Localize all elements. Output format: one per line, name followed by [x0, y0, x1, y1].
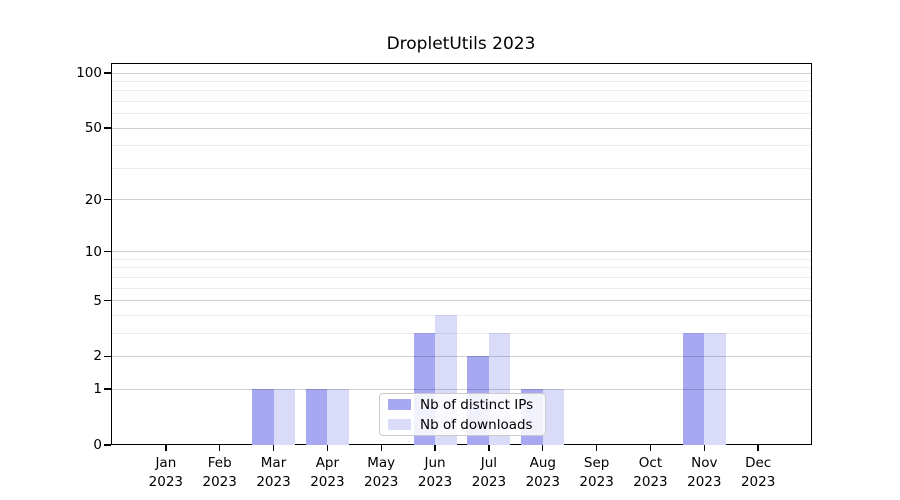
- legend-swatch-distinct-ips: [388, 399, 411, 410]
- x-tick: [542, 445, 544, 451]
- x-tick-label: Jun 2023: [417, 455, 453, 490]
- y-tick: [104, 444, 111, 446]
- x-tick: [272, 445, 275, 451]
- chart-title: DropletUtils 2023: [386, 34, 536, 54]
- x-tick-label: Jan 2023: [148, 455, 184, 490]
- legend-item-downloads: Nb of downloads: [388, 416, 545, 434]
- bars-layer: [112, 64, 811, 445]
- x-tick: [757, 445, 759, 451]
- y-tick: [104, 127, 111, 129]
- plot-area: 0 1 2 5 10 20 50 100 Jan 2023 Feb 2023 Mar 2023 Apr 20…: [76, 63, 812, 490]
- x-tick: [380, 445, 382, 451]
- x-tick: [326, 445, 329, 451]
- bar-distinct-ips-nov: [682, 333, 705, 445]
- y-tick: [104, 388, 111, 390]
- x-tick-label: May 2023: [364, 455, 399, 490]
- legend-item-distinct-ips: Nb of distinct IPs: [388, 396, 545, 414]
- x-tick-label: Aug 2023: [525, 455, 560, 490]
- y-tick-label: 100: [76, 65, 102, 82]
- legend-swatch-downloads: [388, 419, 411, 430]
- legend-label-downloads: Nb of downloads: [420, 416, 533, 433]
- bar-downloads-nov: [704, 333, 726, 445]
- x-tick-label: Sep 2023: [579, 455, 614, 490]
- bar-downloads-aug: [542, 389, 565, 445]
- y-tick: [104, 251, 111, 253]
- x-tick: [488, 445, 490, 451]
- legend-label-distinct-ips: Nb of distinct IPs: [420, 396, 534, 413]
- x-tick-label: Dec 2023: [740, 455, 776, 490]
- y-tick-label: 20: [84, 191, 102, 208]
- y-tick: [104, 299, 111, 302]
- y-tick-label: 1: [93, 381, 102, 398]
- bar-distinct-ips-mar: [252, 389, 274, 445]
- x-tick-label: Apr 2023: [310, 455, 345, 490]
- y-tick-label: 50: [84, 120, 102, 137]
- y-tick: [104, 198, 111, 201]
- x-tick-label: Oct 2023: [633, 455, 668, 490]
- x-tick-label: Nov 2023: [687, 455, 722, 490]
- bar-downloads-apr: [327, 389, 349, 445]
- x-tick: [703, 445, 705, 451]
- legend: Nb of distinct IPs Nb of downloads: [379, 393, 546, 436]
- y-tick-label: 2: [93, 348, 102, 365]
- x-tick-label: Jul 2023: [471, 455, 507, 490]
- x-tick: [649, 445, 652, 451]
- y-tick-label: 5: [93, 292, 102, 309]
- y-tick-label: 10: [84, 243, 102, 260]
- x-tick: [434, 445, 436, 451]
- x-tick: [165, 445, 167, 451]
- y-tick: [104, 72, 111, 74]
- x-tick-label: Mar 2023: [256, 455, 291, 490]
- x-tick: [218, 445, 221, 451]
- x-tick: [595, 445, 598, 451]
- bar-downloads-mar: [273, 389, 296, 445]
- x-tick-label: Feb 2023: [202, 455, 237, 490]
- bar-distinct-ips-apr: [305, 389, 328, 445]
- y-tick-label: 0: [93, 437, 102, 453]
- y-tick: [104, 355, 111, 358]
